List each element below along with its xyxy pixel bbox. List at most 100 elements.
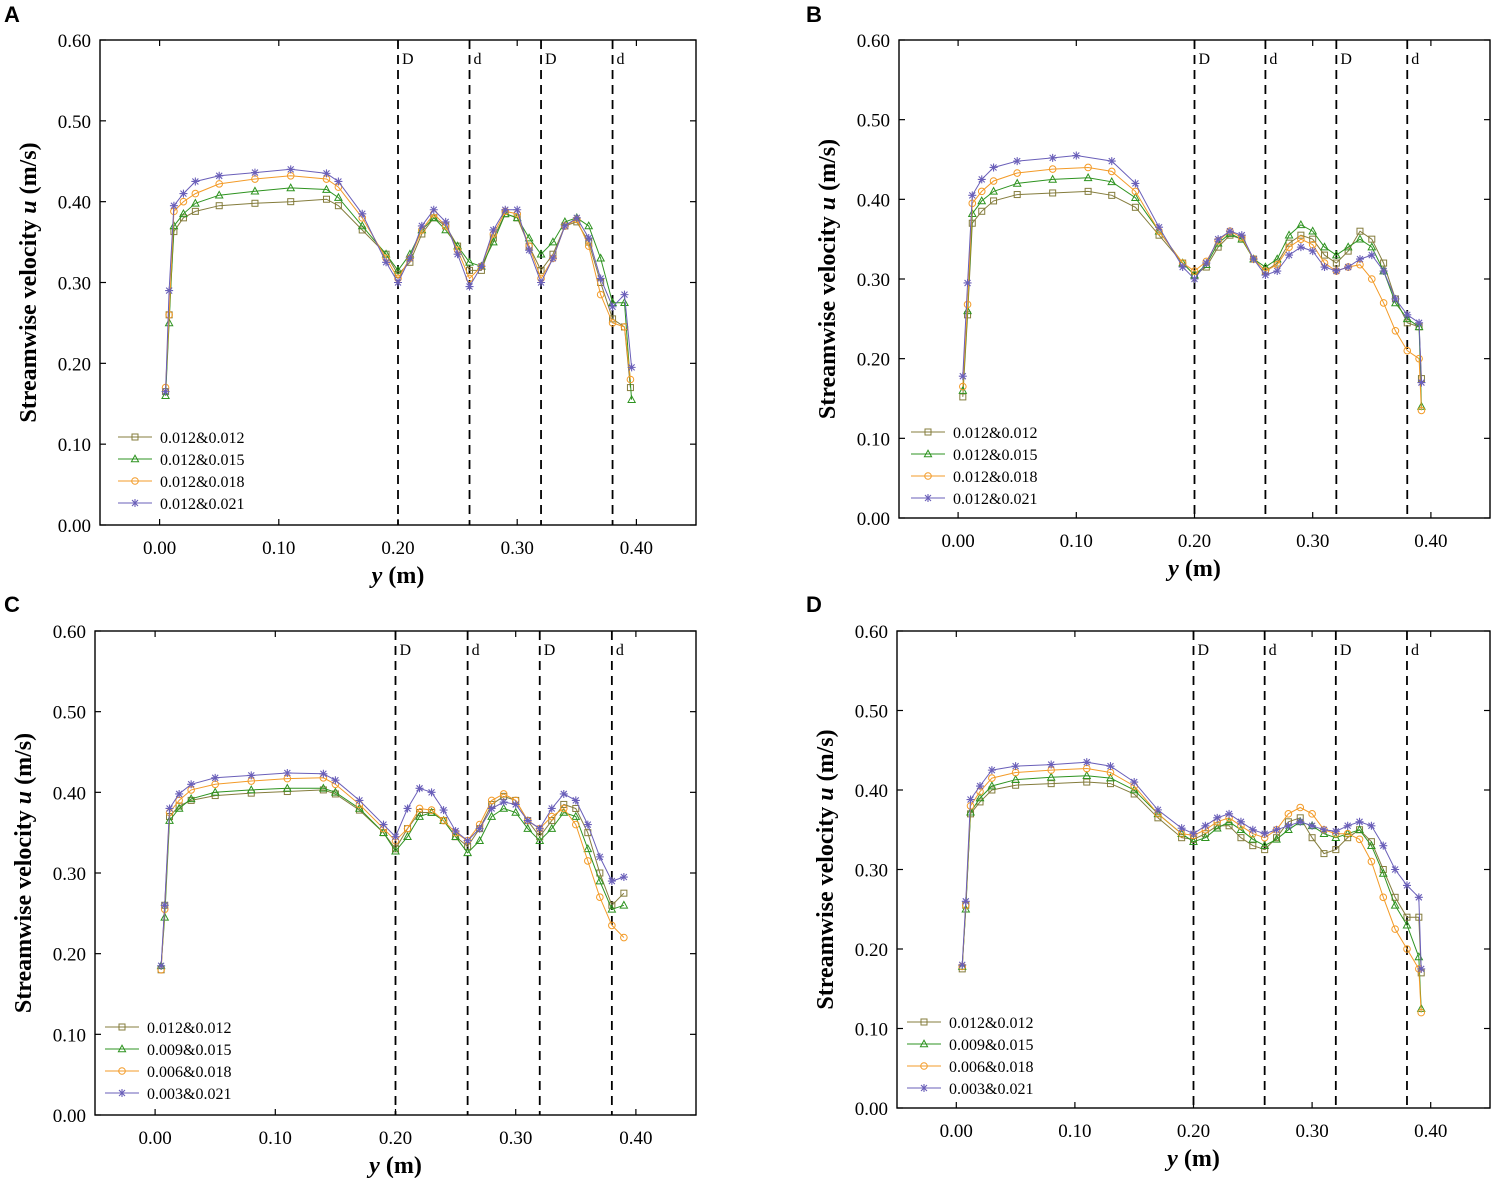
legend-marker (117, 1044, 127, 1053)
data-point (1130, 192, 1140, 202)
series-star (958, 151, 1426, 387)
series-line (160, 789, 625, 970)
data-point (1403, 913, 1411, 921)
data-point (1248, 834, 1258, 843)
data-point (1309, 235, 1317, 243)
data-point (1285, 243, 1293, 251)
panel-letter: C (4, 592, 20, 617)
series-triangle (161, 183, 637, 404)
data-point (1178, 263, 1187, 272)
data-point (1107, 176, 1117, 186)
legend-label: 0.012&0.021 (953, 491, 1037, 508)
data-point (160, 901, 169, 910)
y-tick-label: 0.10 (857, 429, 890, 450)
y-axis-label: Streamwise velocity u (m/s) (813, 729, 839, 1009)
data-point (596, 290, 605, 299)
series-line (962, 166, 1422, 411)
data-point (1417, 964, 1426, 973)
series-star (157, 768, 628, 970)
data-point (1048, 153, 1057, 162)
x-tick-label: 0.40 (620, 538, 653, 559)
data-point (475, 835, 485, 845)
y-tick-label: 0.20 (857, 350, 890, 371)
x-tick-label: 0.00 (143, 538, 176, 559)
data-point (1072, 151, 1081, 160)
data-point (1011, 774, 1021, 783)
legend-label: 0.009&0.015 (147, 1042, 231, 1059)
data-point (1083, 172, 1093, 182)
data-point (975, 793, 985, 802)
legend-marker (118, 1023, 126, 1031)
data-point (978, 207, 986, 215)
reference-line-label: D (544, 642, 556, 659)
series-triangle (958, 172, 1426, 410)
series-line (165, 175, 631, 388)
data-point (1153, 805, 1162, 814)
y-tick-label: 0.60 (53, 622, 86, 643)
data-point (1189, 829, 1198, 838)
data-point (379, 820, 388, 829)
reference-line-label: d (1411, 51, 1419, 68)
data-point (1106, 773, 1115, 782)
data-point (403, 831, 412, 840)
data-point (286, 165, 295, 174)
data-point (627, 394, 637, 404)
data-point (1155, 223, 1164, 232)
panel-d: D 0.00 0.10 0.20 0.30 0.40 0.50 0.60 0.00 0.10 0.2… (806, 592, 1491, 1172)
data-point (536, 249, 546, 258)
data-point (191, 207, 199, 215)
data-point (1414, 893, 1423, 902)
data-point (1355, 255, 1364, 264)
series-line (961, 775, 1422, 1009)
data-point (319, 769, 328, 778)
data-point (571, 796, 580, 805)
data-point (429, 205, 438, 214)
data-point (620, 297, 629, 307)
panel-letter: B (806, 2, 822, 27)
data-point (620, 889, 628, 897)
data-point (169, 221, 179, 230)
legend-label: 0.012&0.015 (160, 452, 244, 469)
data-point (190, 198, 200, 207)
data-point (1201, 821, 1210, 830)
y-tick-label: 0.50 (58, 112, 91, 133)
data-point (583, 843, 593, 853)
data-point (488, 237, 498, 246)
data-point (179, 189, 188, 198)
data-point (1082, 770, 1092, 779)
data-point (1273, 267, 1282, 276)
data-point (1284, 230, 1294, 239)
y-tick-label: 0.00 (53, 1106, 86, 1127)
reference-line-label: d (616, 642, 624, 659)
data-point (1331, 250, 1341, 259)
data-point (989, 186, 999, 195)
data-point (525, 246, 534, 255)
data-point (1320, 263, 1329, 272)
data-point (1082, 758, 1091, 767)
data-point (1403, 945, 1411, 953)
data-point (441, 217, 450, 226)
data-point (607, 904, 617, 913)
data-point (1284, 821, 1293, 830)
data-point (499, 798, 508, 807)
data-point (1355, 234, 1365, 243)
data-point (559, 807, 569, 816)
data-point (215, 171, 224, 180)
data-point (536, 833, 544, 841)
x-tick-label: 0.00 (941, 531, 974, 552)
data-point (157, 961, 166, 970)
data-point (1415, 318, 1424, 327)
data-point (1130, 790, 1138, 798)
data-point (429, 212, 439, 222)
data-point (333, 192, 343, 201)
data-point (1260, 829, 1269, 838)
data-point (463, 847, 473, 857)
data-point (487, 796, 496, 805)
x-tick-label: 0.10 (1060, 531, 1093, 552)
data-point (1417, 1008, 1426, 1017)
data-point (358, 209, 367, 218)
data-point (179, 197, 188, 206)
data-point (379, 827, 388, 836)
data-point (1236, 824, 1246, 834)
